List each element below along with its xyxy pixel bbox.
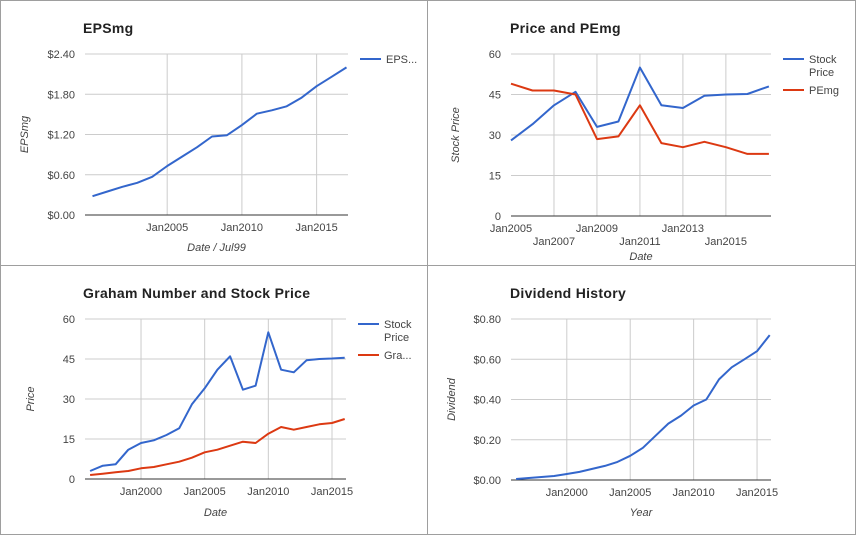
y-tick-label: 45: [63, 354, 75, 366]
y-tick-label: 0: [69, 474, 75, 486]
x-tick-label: Jan2000: [546, 487, 588, 499]
series-line: [510, 82, 769, 155]
legend-label: EPS...: [386, 54, 417, 66]
x-tick-label: Jan2010: [247, 486, 289, 498]
legend-label-line: EPS...: [386, 54, 417, 66]
x-tick-label: Jan2009: [576, 223, 618, 235]
chart-svg: $0.00 $0.20 $0.40 $0.60 $0.80 Jan2000 Jan2005 J…: [446, 314, 778, 519]
chart-svg: $0.00 $0.60 $1.20 $1.80 $2.40 Jan2005 Jan2010 J…: [19, 49, 417, 254]
x-tick-label: Jan2015: [705, 236, 747, 248]
y-tick-label: $1.20: [47, 130, 75, 142]
chart-panel-epsmg: EPSmg $0.00 $0.60 $1.20 $1.80 $2.40 Jan2005 Ja…: [0, 0, 428, 266]
chart-title: Price and PEmg: [510, 20, 621, 36]
y-axis-title: Price: [25, 386, 37, 411]
y-tick-label: 30: [489, 130, 501, 142]
y-tick-label: 0: [495, 211, 501, 223]
y-tick-label: $0.60: [47, 170, 75, 182]
chart-title: EPSmg: [83, 20, 134, 36]
y-tick-label: $0.80: [473, 314, 501, 326]
x-tick-label: Jan2005: [184, 486, 226, 498]
x-axis-title: Year: [630, 507, 654, 519]
y-axis-title: Dividend: [446, 377, 458, 421]
legend-label-line: Price: [384, 332, 409, 344]
x-tick-label: Jan2010: [673, 487, 715, 499]
y-axis-title: Stock Price: [450, 107, 462, 163]
x-tick-label: Jan2007: [533, 236, 575, 248]
series-line: [89, 418, 346, 476]
y-tick-label: 15: [63, 434, 75, 446]
x-tick-label: Jan2011: [619, 236, 660, 248]
x-tick-label: Jan2015: [296, 222, 338, 234]
x-tick-label: Jan2015: [736, 487, 778, 499]
y-tick-label: $0.00: [473, 475, 501, 487]
x-tick-label: Jan2005: [490, 223, 532, 235]
legend-label-line: PEmg: [809, 85, 839, 97]
y-tick-label: 45: [489, 90, 501, 102]
legend-label: Stock Price: [809, 54, 837, 79]
y-tick-label: $0.20: [473, 435, 501, 447]
chart-title: Graham Number and Stock Price: [83, 285, 311, 301]
series-line: [510, 66, 770, 142]
y-tick-label: 60: [63, 314, 75, 326]
x-tick-label: Jan2005: [146, 222, 188, 234]
legend-label: Gra...: [384, 350, 412, 362]
x-tick-label: Jan2015: [311, 486, 353, 498]
x-tick-label: Jan2010: [221, 222, 263, 234]
legend-label-line: Stock: [384, 319, 412, 331]
series-line: [516, 334, 771, 480]
series-line: [92, 66, 348, 198]
y-tick-label: $0.40: [473, 395, 501, 407]
y-tick-label: $0.60: [473, 354, 501, 366]
legend-label-line: Gra...: [384, 350, 412, 362]
chart-title: Dividend History: [510, 285, 627, 301]
legend-label-line: Price: [809, 67, 834, 79]
legend-label-line: Stock: [809, 54, 837, 66]
y-tick-label: $2.40: [47, 49, 75, 61]
chart-panel-price-pemg: Price and PEmg 0 15 30 45 60 Jan2005 Jan2007 Ja…: [427, 0, 856, 266]
x-axis-title: Date / Jul99: [187, 242, 246, 254]
series-line: [89, 331, 345, 472]
y-tick-label: $0.00: [47, 210, 75, 222]
x-axis-title: Date: [204, 507, 227, 519]
chart-svg: 0 15 30 45 60 Jan2000 Jan2005 Jan2010 Jan2015 Dat…: [25, 314, 412, 519]
x-tick-label: Jan2013: [662, 223, 704, 235]
y-tick-label: 30: [63, 394, 75, 406]
legend-label: PEmg: [809, 85, 839, 97]
chart-svg: 015304560Jan2005Jan2007Jan2009Jan2011Jan…: [450, 49, 839, 263]
x-tick-label: Jan2005: [609, 487, 651, 499]
x-axis-title: Date: [629, 251, 652, 263]
y-axis-title: EPSmg: [19, 115, 31, 153]
y-tick-label: $1.80: [47, 89, 75, 101]
chart-panel-dividend: Dividend History $0.00 $0.20 $0.40 $0.60 $0.…: [427, 265, 856, 535]
chart-panel-graham: Graham Number and Stock Price 0 15 30 45 60 J…: [0, 265, 428, 535]
y-tick-label: 60: [489, 49, 501, 61]
y-tick-label: 15: [489, 171, 501, 183]
x-tick-label: Jan2000: [120, 486, 162, 498]
legend-label: Stock Price: [384, 319, 412, 344]
